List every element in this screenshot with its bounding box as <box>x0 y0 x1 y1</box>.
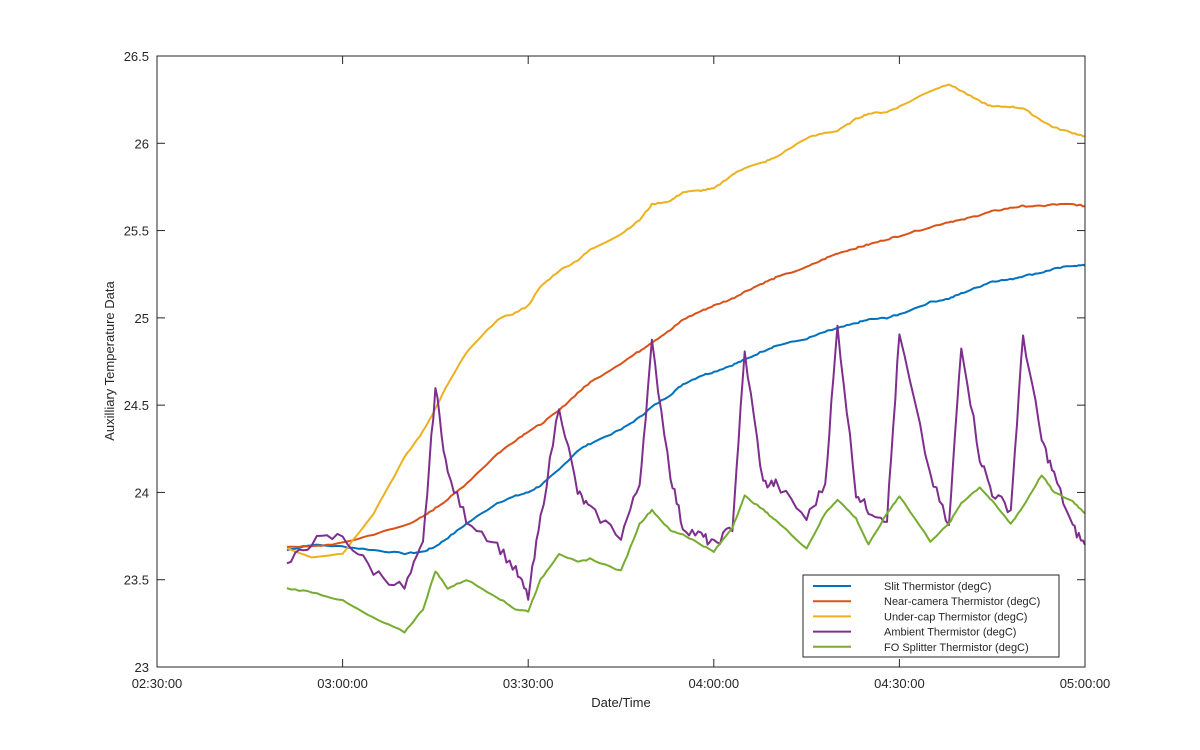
y-tick-label: 25.5 <box>124 224 149 239</box>
legend-entry: Ambient Thermistor (degC) <box>884 627 1016 639</box>
legend-entry: Near-camera Thermistor (degC) <box>884 596 1040 608</box>
legend: Slit Thermistor (degC) Near-camera Thermi… <box>802 574 1060 658</box>
x-tick-label: 03:30:00 <box>503 676 554 691</box>
axes-box <box>156 55 1086 668</box>
x-tick-label: 03:00:00 <box>317 676 368 691</box>
series-line-5 <box>286 474 1086 634</box>
x-tick-label: 02:30:00 <box>132 676 183 691</box>
x-tick-label: 04:00:00 <box>688 676 739 691</box>
y-tick-label: 24 <box>135 485 149 500</box>
y-tick-label: 23.5 <box>124 573 149 588</box>
y-axis-label: Auxilliary Temperature Data <box>102 281 117 441</box>
plot-area <box>157 56 1085 667</box>
series-layer <box>286 83 1086 634</box>
legend-entry: Under-cap Thermistor (degC) <box>884 611 1027 623</box>
x-tick-label: 04:30:00 <box>874 676 925 691</box>
legend-entry: FO Splitter Thermistor (degC) <box>884 642 1029 654</box>
y-tick-label: 24.5 <box>124 398 149 413</box>
series-line-1 <box>286 263 1086 556</box>
y-tick-label: 25 <box>135 311 149 326</box>
x-tick-label: 05:00:00 <box>1060 676 1111 691</box>
plot-background <box>157 56 1085 667</box>
y-tick-label: 23 <box>135 660 149 675</box>
axes-layer: 02:30:00 03:00:00 03:30:00 04:00:00 04:30:00… <box>124 49 1111 691</box>
legend-entry: Slit Thermistor (degC) <box>884 581 991 593</box>
series-line-3 <box>286 83 1085 559</box>
y-tick-label: 26.5 <box>124 49 149 64</box>
series-line-4 <box>286 324 1086 601</box>
x-axis-label: Date/Time <box>591 695 650 710</box>
y-tick-label: 26 <box>135 136 149 151</box>
